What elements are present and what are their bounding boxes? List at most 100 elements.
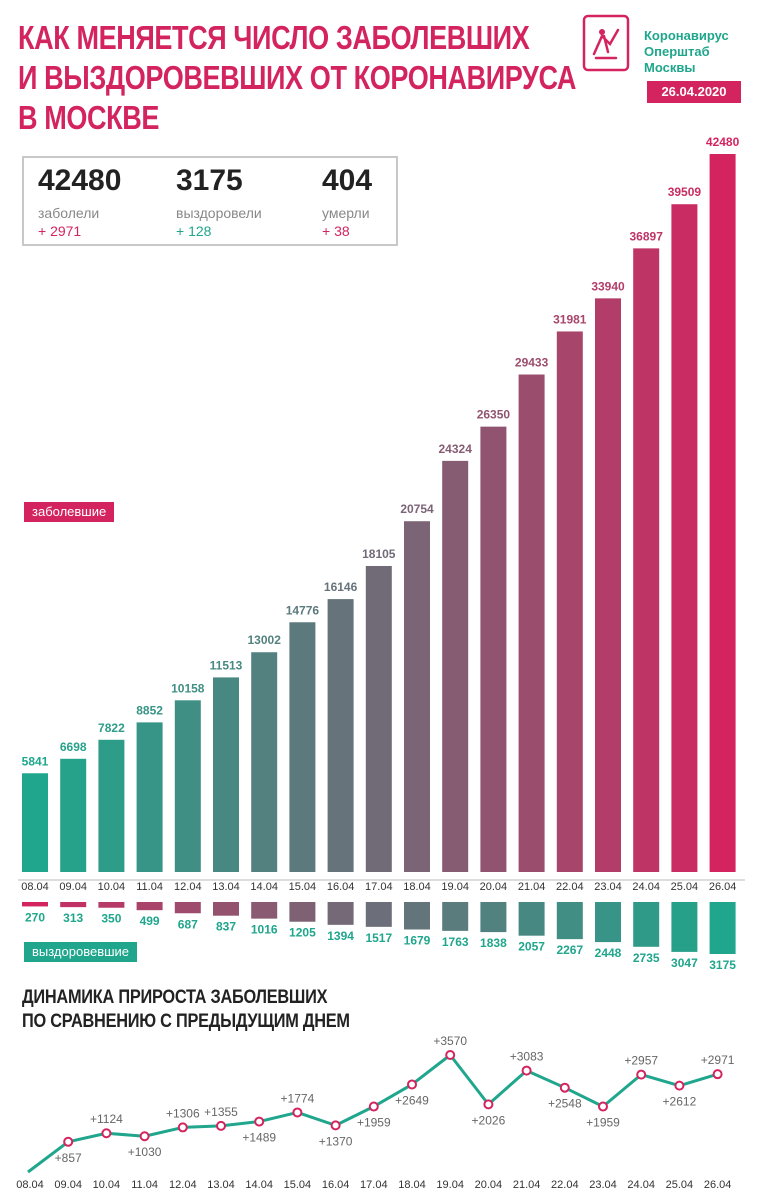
growth-point-24.04 <box>636 1069 647 1080</box>
x-tick-16.04: 16.04 <box>327 881 355 893</box>
bar-sick-label-23.04: 33940 <box>591 279 625 293</box>
growth-x-tick-25.04: 25.04 <box>666 1179 694 1191</box>
bar-recovered-label-13.04: 837 <box>216 920 236 934</box>
growth-x-tick-11.04: 11.04 <box>131 1179 158 1191</box>
x-tick-08.04: 08.04 <box>21 881 49 893</box>
bar-sick-26.04 <box>709 154 736 872</box>
growth-point-12.04 <box>177 1122 188 1133</box>
bar-sick-label-15.04: 14776 <box>286 603 320 617</box>
bar-recovered-26.04 <box>709 902 736 954</box>
bar-sick-25.04 <box>671 204 698 872</box>
bar-sick-label-25.04: 39509 <box>668 185 702 199</box>
growth-label-19.04: +3570 <box>433 1034 467 1048</box>
growth-point-20.04 <box>483 1099 494 1110</box>
bar-recovered-23.04 <box>595 902 621 943</box>
bar-sick-label-19.04: 24324 <box>439 442 473 456</box>
growth-point-23.04 <box>598 1101 608 1112</box>
growth-point-09.04 <box>63 1136 74 1147</box>
bar-recovered-25.04 <box>671 902 698 952</box>
growth-point-15.04 <box>292 1107 303 1118</box>
bar-recovered-label-16.04: 1394 <box>327 929 354 943</box>
growth-title-line-1: Динамика прироста заболевших <box>22 987 328 1008</box>
brand-line-1: Коронавирус <box>644 28 729 43</box>
growth-x-tick-21.04: 21.04 <box>513 1179 541 1191</box>
bar-sick-label-17.04: 18105 <box>362 547 396 561</box>
bar-sick-11.04 <box>136 722 163 872</box>
growth-label-09.04: +857 <box>55 1151 82 1165</box>
legend-sick-tag: заболевшие <box>24 502 115 522</box>
bar-sick-23.04 <box>595 298 621 872</box>
growth-label-20.04: +2026 <box>472 1113 506 1127</box>
stat-recovered-delta: + 128 <box>176 223 212 239</box>
growth-label-26.04: +2971 <box>701 1053 735 1067</box>
growth-label-11.04: +1030 <box>128 1145 162 1159</box>
bar-recovered-18.04 <box>404 902 430 930</box>
x-tick-23.04: 23.04 <box>594 881 622 893</box>
x-tick-18.04: 18.04 <box>403 881 431 893</box>
bar-recovered-label-24.04: 2735 <box>633 951 660 965</box>
growth-x-tick-09.04: 09.04 <box>54 1179 82 1191</box>
bar-sick-label-16.04: 16146 <box>324 580 358 594</box>
bar-recovered-label-20.04: 1838 <box>480 936 507 950</box>
growth-label-12.04: +1306 <box>166 1106 200 1120</box>
stat-sick-delta: + 2971 <box>38 223 82 239</box>
growth-label-17.04: +1959 <box>357 1116 391 1130</box>
growth-label-16.04: +1370 <box>319 1134 353 1148</box>
x-tick-22.04: 22.04 <box>556 881 584 893</box>
x-tick-17.04: 17.04 <box>365 881 393 893</box>
bar-recovered-19.04 <box>442 902 469 931</box>
bar-recovered-08.04 <box>22 902 48 907</box>
growth-label-24.04: +2957 <box>624 1054 658 1068</box>
bar-sick-21.04 <box>518 374 545 872</box>
stat-recovered-label: выздоровели <box>176 205 262 221</box>
bar-recovered-15.04 <box>289 902 316 922</box>
bar-recovered-label-09.04: 313 <box>63 911 83 925</box>
bar-recovered-label-10.04: 350 <box>101 912 121 926</box>
bar-sick-label-09.04: 6698 <box>60 740 87 754</box>
x-tick-09.04: 09.04 <box>59 881 87 893</box>
growth-point-14.04 <box>254 1116 265 1127</box>
growth-x-tick-24.04: 24.04 <box>627 1179 655 1191</box>
bar-recovered-label-08.04: 270 <box>25 910 45 924</box>
bar-recovered-label-21.04: 2057 <box>518 940 545 954</box>
bar-sick-18.04 <box>404 521 430 872</box>
growth-label-21.04: +3083 <box>510 1050 544 1064</box>
bar-sick-label-13.04: 11513 <box>210 658 243 672</box>
growth-label-14.04: +1489 <box>242 1131 276 1145</box>
x-tick-11.04: 11.04 <box>136 881 163 893</box>
brand-block: Коронавирус Оперштаб Москвы <box>582 14 752 106</box>
bar-recovered-label-26.04: 3175 <box>709 958 736 972</box>
bar-recovered-label-15.04: 1205 <box>289 926 316 940</box>
brand-name: Коронавирус Оперштаб Москвы <box>644 28 729 76</box>
moscow-coat-of-arms-icon <box>582 14 630 72</box>
bar-recovered-22.04 <box>556 902 583 940</box>
bar-sick-label-12.04: 10158 <box>171 681 205 695</box>
bar-recovered-label-18.04: 1679 <box>404 933 431 947</box>
x-tick-15.04: 15.04 <box>289 881 317 893</box>
bar-sick-24.04 <box>633 248 660 873</box>
bar-sick-label-14.04: 13002 <box>248 633 282 647</box>
stat-died-delta: + 38 <box>322 223 350 239</box>
growth-x-tick-18.04: 18.04 <box>398 1179 426 1191</box>
legend-recovered-tag: выздоровевшие <box>24 942 138 962</box>
stat-recovered: 3175 выздоровели + 128 <box>176 162 262 240</box>
growth-x-tick-14.04: 14.04 <box>245 1179 273 1191</box>
bar-sick-label-10.04: 7822 <box>98 721 125 735</box>
growth-line <box>27 1053 719 1174</box>
bar-sick-19.04 <box>442 460 469 872</box>
bar-recovered-11.04 <box>136 902 163 911</box>
growth-point-11.04 <box>139 1131 150 1142</box>
x-tick-21.04: 21.04 <box>518 881 546 893</box>
growth-x-tick-15.04: 15.04 <box>284 1179 312 1191</box>
bar-sick-13.04 <box>213 677 239 872</box>
title-line-3: в Москве <box>18 99 160 136</box>
stat-died-value: 404 <box>322 164 373 197</box>
brand-line-2: Оперштаб <box>644 44 710 59</box>
bar-recovered-13.04 <box>213 902 239 916</box>
growth-point-25.04 <box>674 1080 685 1091</box>
bar-recovered-12.04 <box>174 902 201 914</box>
bar-recovered-24.04 <box>633 902 660 947</box>
growth-x-tick-16.04: 16.04 <box>322 1179 350 1191</box>
cases-bar-chart: 5841 08.04 270 6698 09.04 313 7822 10.04 350 8852… <box>18 135 745 972</box>
growth-label-15.04: +1774 <box>281 1091 315 1105</box>
